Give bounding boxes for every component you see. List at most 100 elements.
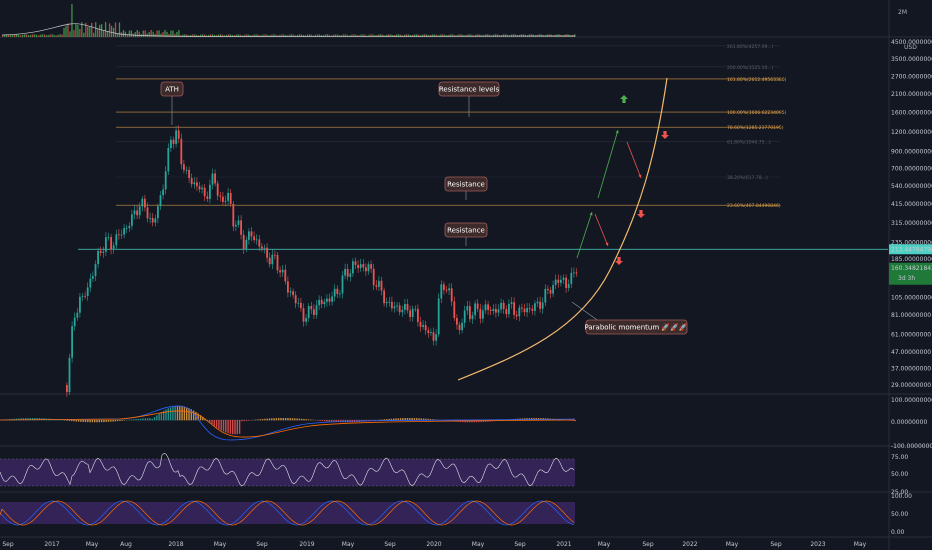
macd-histogram-bar [271, 418, 273, 421]
time-axis-tick: 2023 [810, 541, 825, 548]
volume-bar [350, 34, 352, 37]
volume-bar [29, 35, 32, 37]
volume-bar [431, 34, 433, 37]
macd-histogram-bar [25, 418, 27, 421]
candle-body [297, 302, 300, 304]
candle-body [112, 245, 115, 250]
macd-histogram-bar [227, 420, 229, 434]
macd-histogram-bar [146, 418, 149, 421]
stoch-band [0, 502, 575, 524]
macd-histogram-bar [135, 419, 137, 421]
volume-bar [176, 31, 178, 37]
macd-histogram-bar [206, 420, 209, 421]
volume-bar [95, 22, 97, 37]
callout-parabolic-box[interactable] [585, 319, 688, 335]
macd-histogram-bar [29, 418, 31, 421]
volume-bar [71, 4, 73, 37]
callout-ath-text: ATH [165, 86, 179, 94]
macd-histogram-bar [220, 420, 222, 431]
volume-bar [269, 35, 271, 37]
volume-bar [138, 31, 140, 37]
macd-histogram-bar [393, 418, 395, 421]
candle-body [300, 302, 302, 309]
volume-bar [102, 30, 105, 37]
callout-resistance-box[interactable] [444, 222, 488, 238]
volume-bar [63, 27, 65, 37]
callout-ath-box[interactable] [160, 81, 184, 97]
macd-histogram-bar [222, 420, 225, 432]
volume-bar [122, 30, 125, 37]
macd-histogram-bar [158, 413, 160, 421]
fib-level-label: 200.00%(3125.10...) [727, 65, 774, 71]
rsi-axis-tick: 75.00 [891, 454, 908, 461]
volume-bar [45, 35, 47, 37]
macd-axis-tick: 100.00000000 [891, 397, 932, 404]
macd-histogram-bar [574, 420, 577, 422]
macd-histogram-bar [411, 418, 413, 421]
volume-bar [209, 34, 212, 37]
candle-body [567, 284, 570, 288]
macd-histogram-bar [264, 418, 266, 421]
volume-bar [495, 34, 497, 37]
volume-bar [249, 34, 251, 37]
volume-bar [451, 34, 453, 37]
callout-resistance-levels-box[interactable] [438, 81, 500, 97]
volume-bar [160, 33, 162, 37]
candle-body [141, 198, 144, 207]
callout-resistance-box[interactable] [444, 176, 488, 192]
candle-body [190, 178, 193, 185]
candle-body [453, 301, 456, 318]
candle-body [502, 302, 505, 310]
macd-histogram-bar [114, 420, 117, 422]
volume-bar [346, 34, 348, 37]
macd-histogram-bar [172, 406, 174, 421]
candle-body [229, 192, 232, 204]
price-axis-tick: 105.00000000 [891, 295, 932, 302]
callout-resistance-text: Resistance [447, 181, 485, 189]
volume-bar [477, 34, 479, 37]
volume-bar [142, 30, 144, 37]
candle-body [263, 247, 266, 249]
candle-body [430, 332, 432, 334]
volume-bar [166, 31, 168, 37]
candle-body [536, 301, 539, 304]
candle-body [357, 264, 359, 268]
volume-bar [239, 34, 241, 37]
macd-histogram-bar [165, 409, 167, 421]
signal-down-arrow-icon [615, 257, 623, 265]
macd-histogram-bar [245, 420, 248, 421]
macd-histogram-bar [190, 409, 192, 421]
volume-bar [328, 34, 330, 37]
callout-parabolic-pointer [571, 301, 601, 323]
candle-body [547, 288, 549, 291]
volume-bar [156, 30, 158, 37]
volume-bar [368, 34, 370, 37]
candle-body [284, 269, 287, 282]
volume-bar [399, 34, 402, 37]
volume-bar [152, 31, 154, 37]
candle-body [518, 307, 521, 317]
macd-histogram-bar [317, 420, 319, 421]
candle-body [445, 289, 448, 291]
volume-bar [104, 22, 107, 37]
volume-bar [106, 31, 109, 37]
volume-bar [120, 32, 123, 37]
macd-histogram-bar [326, 420, 328, 422]
volume-bar [79, 28, 81, 37]
candle-body [458, 324, 461, 331]
price-axis-tick: 1600.00000000 [891, 109, 932, 116]
volume-bar [23, 34, 26, 37]
volume-bar [251, 35, 253, 37]
volume-bar [172, 30, 174, 37]
macd-histogram-bar [225, 420, 227, 433]
volume-bar [352, 34, 354, 37]
candle-body [97, 250, 99, 265]
volume-bar [11, 35, 14, 37]
volume-bar [136, 30, 138, 37]
macd-histogram-bar [105, 420, 107, 422]
volume-bar [37, 35, 39, 37]
candle-body [344, 268, 346, 276]
callout-resistance-levels-text: Resistance levels [439, 86, 500, 94]
candle-body [333, 288, 336, 297]
